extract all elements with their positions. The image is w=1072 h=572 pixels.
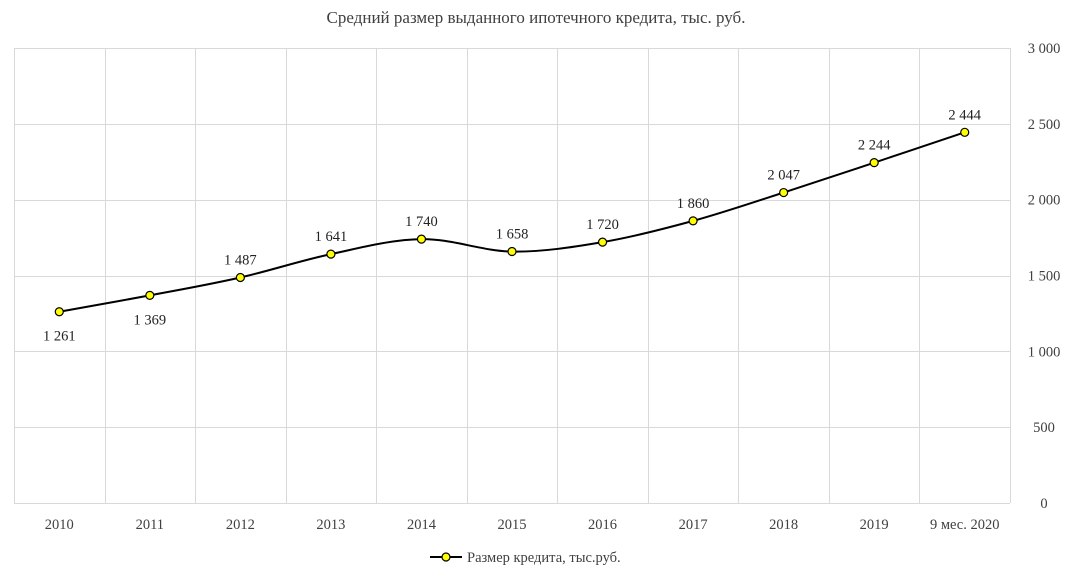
data-point xyxy=(688,216,698,226)
y-tick-label: 0 xyxy=(1040,496,1047,512)
data-label: 1 658 xyxy=(496,227,529,243)
y-tick-label: 2 500 xyxy=(1028,117,1061,133)
y-tick-label: 1 500 xyxy=(1028,269,1061,285)
data-point xyxy=(416,234,427,244)
x-tick-label: 2013 xyxy=(316,517,345,533)
x-tick-label: 2017 xyxy=(679,517,708,533)
data-label: 1 369 xyxy=(134,312,167,328)
data-label: 2 444 xyxy=(948,107,981,123)
data-point xyxy=(235,272,245,283)
data-label: 2 244 xyxy=(858,138,891,154)
x-tick-label: 2016 xyxy=(588,517,617,533)
x-tick-label: 2012 xyxy=(226,517,255,533)
x-tick-label: 9 мес. 2020 xyxy=(930,517,1000,533)
legend: Размер кредита, тыс.руб. xyxy=(430,550,621,566)
data-point xyxy=(960,127,970,137)
data-label: 1 740 xyxy=(405,214,438,230)
legend-marker-swatch xyxy=(441,552,451,562)
data-point xyxy=(869,158,879,168)
data-label: 1 720 xyxy=(586,217,619,233)
x-axis-ticks: 2010 2011 2012 2013 2014 2015 2016 2017 2018 2019… xyxy=(45,517,1000,533)
data-label: 2 047 xyxy=(767,168,800,184)
y-tick-label: 3 000 xyxy=(1028,41,1061,57)
data-label: 1 641 xyxy=(315,229,348,245)
data-point xyxy=(507,246,517,257)
data-point xyxy=(54,307,64,317)
gridlines xyxy=(14,48,1011,504)
y-axis-ticks: 0 500 1 000 1 500 2 000 2 500 3 000 xyxy=(1028,41,1061,512)
data-point xyxy=(597,237,608,247)
x-tick-label: 2019 xyxy=(860,517,889,533)
data-point xyxy=(779,187,789,198)
x-tick-label: 2010 xyxy=(45,517,74,533)
data-labels: 1 261 1 369 1 487 1 641 1 740 1 658 1 720 1 860… xyxy=(43,107,982,344)
x-tick-label: 2018 xyxy=(769,517,798,533)
x-tick-label: 2014 xyxy=(407,517,437,533)
data-markers xyxy=(54,127,970,317)
data-label: 1 860 xyxy=(677,196,710,212)
chart-title: Средний размер выданного ипотечного кред… xyxy=(327,8,746,27)
data-label: 1 261 xyxy=(43,329,76,345)
y-tick-label: 1 000 xyxy=(1028,344,1061,360)
y-tick-label: 2 000 xyxy=(1028,193,1061,209)
data-label: 1 487 xyxy=(224,252,257,268)
x-tick-label: 2011 xyxy=(136,517,164,533)
legend-label: Размер кредита, тыс.руб. xyxy=(467,550,621,566)
x-tick-label: 2015 xyxy=(498,517,527,533)
y-tick-label: 500 xyxy=(1033,420,1055,436)
data-point xyxy=(145,290,155,300)
data-point xyxy=(326,249,336,259)
